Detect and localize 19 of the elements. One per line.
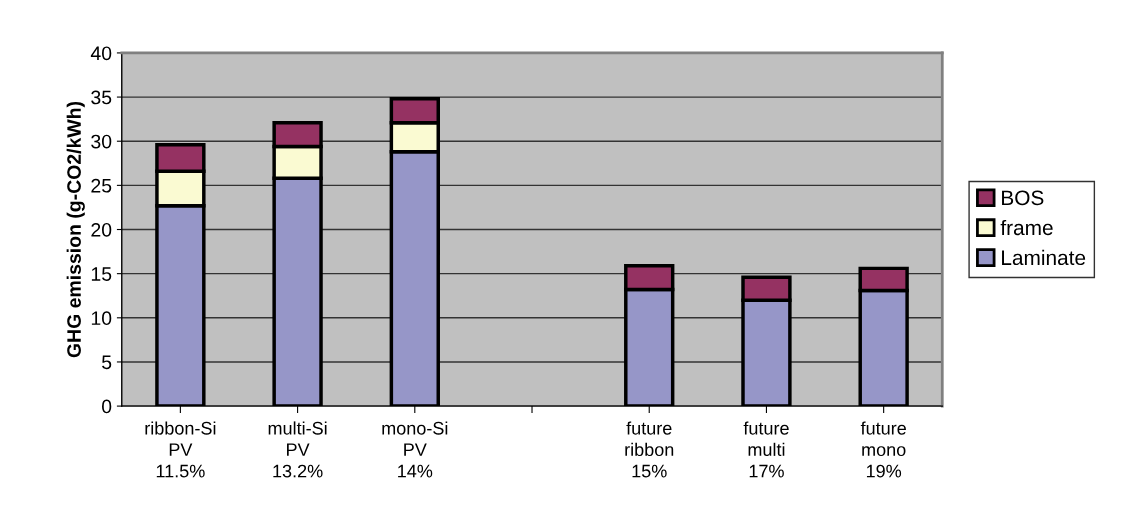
y-tick-label: 10 bbox=[91, 311, 112, 326]
legend-label: BOS bbox=[1002, 190, 1044, 206]
x-tick-label: future multi 17% bbox=[743, 421, 789, 478]
x-tick-label: future ribbon 15% bbox=[625, 421, 674, 478]
legend-label: frame bbox=[1000, 219, 1053, 236]
x-tick-label: ribbon-Si PV 11.5% bbox=[145, 421, 216, 478]
y-tick-label: 40 bbox=[90, 46, 112, 61]
y-tick-label: 35 bbox=[91, 90, 112, 105]
y-tick-label: 20 bbox=[91, 222, 112, 237]
y-tick-label: 25 bbox=[91, 178, 112, 193]
x-tick-label: mono-Si PV 14% bbox=[382, 421, 448, 478]
y-tick-label: 30 bbox=[91, 134, 112, 149]
y-axis-title: GHG emission (g-CO2/kWh) bbox=[66, 101, 85, 358]
x-tick-label: future mono 19% bbox=[860, 421, 906, 478]
x-tick-label: multi-Si PV 13.2% bbox=[268, 421, 327, 478]
y-tick-label: 15 bbox=[91, 267, 112, 281]
y-tick-label: 0 bbox=[101, 399, 112, 414]
y-tick-label: 5 bbox=[102, 355, 112, 370]
legend-label: Laminate bbox=[1002, 249, 1086, 266]
